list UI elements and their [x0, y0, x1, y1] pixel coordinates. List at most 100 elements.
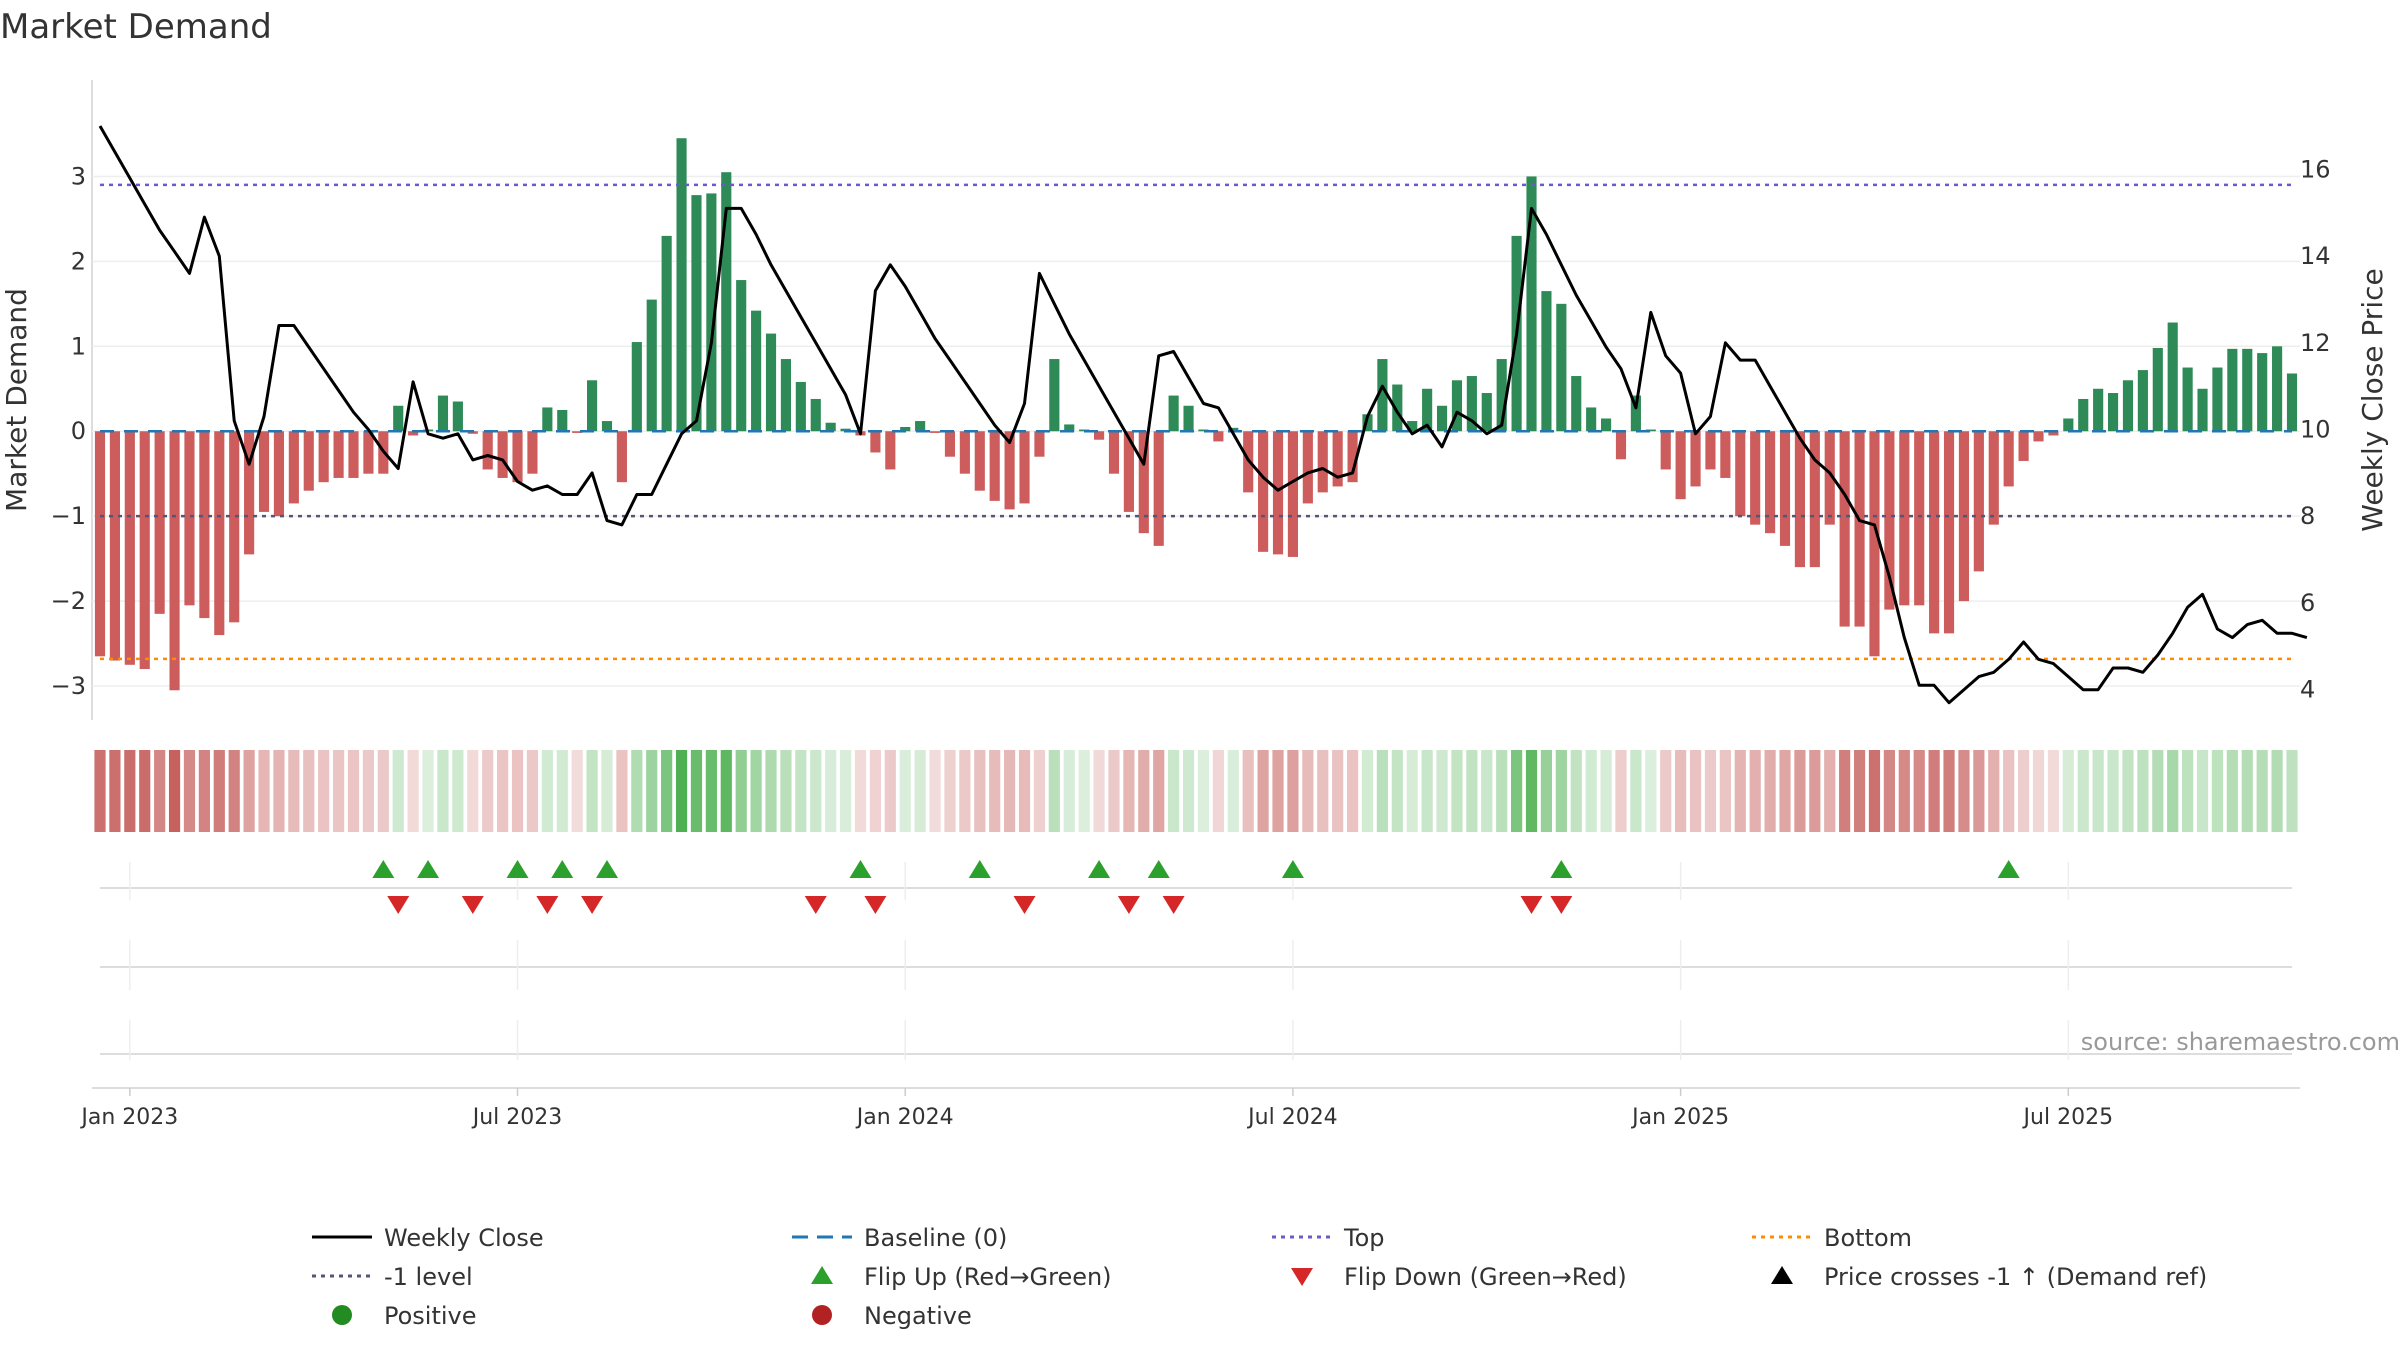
demand-bar-positive [1198, 429, 1209, 432]
strip-cell [690, 750, 703, 832]
strip-cell [1779, 750, 1791, 832]
strip-cell [482, 750, 494, 832]
demand-bar-negative [1615, 431, 1627, 460]
demand-bar-positive [1183, 405, 1194, 432]
demand-bar-negative [1973, 431, 1984, 572]
demand-bar-negative [1123, 431, 1134, 512]
demand-bar-negative [1869, 431, 1880, 657]
legend-label: Baseline (0) [864, 1224, 1007, 1252]
flip-down-marker [1117, 896, 1140, 914]
strip-cell [2286, 750, 2298, 832]
strip-cell [929, 750, 941, 832]
strip-cell [109, 750, 121, 832]
demand-bar-negative [929, 431, 941, 433]
flip-up-marker [595, 860, 618, 878]
demand-bar-negative [1094, 431, 1105, 440]
demand-bar-negative [959, 431, 970, 474]
legend-swatch-dot [332, 1305, 352, 1325]
strip-cell [899, 750, 911, 832]
legend-swatch-triangle-up [811, 1266, 833, 1284]
source-annotation: source: sharemaestro.com [2081, 1028, 2400, 1056]
demand-bar-negative [497, 431, 508, 478]
strip-cell [2003, 750, 2015, 832]
strip-cell [705, 750, 717, 832]
demand-bar-negative [1019, 431, 1030, 504]
demand-bar-positive [1481, 393, 1492, 432]
strip-cell [1078, 750, 1090, 832]
demand-bar-positive [557, 410, 568, 432]
demand-bar-negative [1705, 431, 1716, 470]
strip-cell [1376, 750, 1388, 832]
demand-bar-negative [1750, 431, 1761, 525]
strip-cell [407, 750, 419, 832]
demand-bar-positive [542, 407, 553, 432]
strip-cell [2226, 750, 2238, 832]
demand-bar-negative [1690, 431, 1701, 487]
demand-bar-positive [2137, 370, 2148, 432]
demand-bar-positive [1466, 376, 1477, 432]
strip-cell [810, 750, 822, 832]
strip-cell [1645, 750, 1657, 832]
flip-up-marker [1088, 860, 1111, 878]
strip-cell [1197, 750, 1210, 832]
demand-bar-positive [1436, 405, 1448, 432]
y-tick-label-right: 16 [2300, 155, 2331, 183]
strip-cell [735, 750, 747, 832]
flip-up-marker [506, 860, 529, 878]
y-axis-label-left: Market Demand [0, 288, 33, 512]
strip-cell [1704, 750, 1717, 832]
strip-cell [1138, 750, 1150, 832]
strip-cell [258, 750, 270, 832]
demand-bar-negative [1779, 431, 1791, 546]
strip-cell [1794, 750, 1806, 832]
strip-cell [288, 750, 300, 832]
demand-bar-negative [1794, 431, 1805, 568]
strip-cell [1212, 750, 1224, 832]
demand-bar-positive [1377, 359, 1388, 432]
strip-cell [1063, 750, 1075, 832]
demand-bar-positive [825, 422, 836, 432]
demand-bar-negative [214, 431, 225, 636]
strip-cell [2062, 750, 2074, 832]
demand-bar-positive [840, 428, 851, 432]
demand-bar-positive [631, 342, 642, 432]
strip-cell [1123, 750, 1135, 832]
demand-bar-positive [1362, 414, 1373, 432]
strip-cell [959, 750, 971, 832]
strip-cell [422, 750, 434, 832]
strip-cell [2092, 750, 2104, 832]
strip-cell [1436, 750, 1448, 832]
flip-marker-panels [100, 860, 2292, 1060]
strip-cell [2211, 750, 2224, 832]
demand-bar-negative [467, 431, 478, 434]
demand-bar-negative [1108, 431, 1120, 474]
demand-bar-negative [348, 431, 359, 478]
demand-bar-positive [751, 310, 762, 432]
strip-cell [1287, 750, 1299, 832]
strip-cell [1242, 750, 1254, 832]
legend-label: Price crosses -1 ↑ (Demand ref) [1824, 1263, 2207, 1291]
strip-cell [526, 750, 539, 832]
strip-cell [213, 750, 225, 832]
strip-cell [168, 750, 181, 832]
demand-bar-positive [1526, 176, 1537, 432]
strip-cell [511, 750, 524, 832]
strip-cell [362, 750, 374, 832]
demand-bar-negative [2003, 431, 2014, 487]
demand-bar-positive [780, 359, 792, 432]
demand-bar-negative [229, 431, 240, 623]
demand-bar-negative [184, 431, 195, 606]
strip-cell [795, 750, 807, 832]
strip-cell [556, 750, 568, 832]
legend-label: Top [1343, 1224, 1385, 1252]
strip-cell [154, 750, 166, 832]
strip-cell [780, 750, 792, 832]
demand-bar-positive [915, 421, 926, 432]
demand-bar-negative [1720, 431, 1731, 478]
demand-bar-negative [154, 431, 165, 614]
strip-cell [1943, 750, 1955, 832]
demand-bar-positive [810, 398, 821, 432]
demand-bar-negative [244, 431, 255, 555]
strip-cell [1809, 750, 1821, 832]
